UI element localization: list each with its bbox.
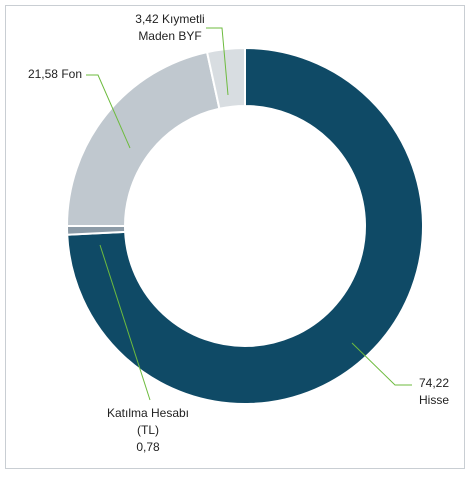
value-label: 3,42 [135,12,159,26]
value-label: 0,78 [136,440,160,454]
chart-frame [5,5,465,469]
slice-label: Katılma Hesabı (TL) 0,78 [98,405,198,456]
leader-line [86,74,131,149]
category-label: Katılma Hesabı (TL) [106,406,190,437]
category-label: Fon [61,67,82,81]
category-label: Hisse [418,393,449,407]
slice-label: 3,42 Kıymetli Maden BYF [125,11,215,45]
leader-line [206,27,229,96]
value-label: 21,58 [27,67,58,81]
slice-label: 74,22 Hisse [408,375,460,409]
slice-label: 21,58 Fon [0,66,82,83]
donut-slice [65,50,221,227]
leader-line [99,244,151,401]
category-label: Kıymetli Maden BYF [138,12,205,43]
leader-line [351,342,412,386]
donut-slice [66,46,424,405]
value-label: 74,22 [418,376,450,390]
